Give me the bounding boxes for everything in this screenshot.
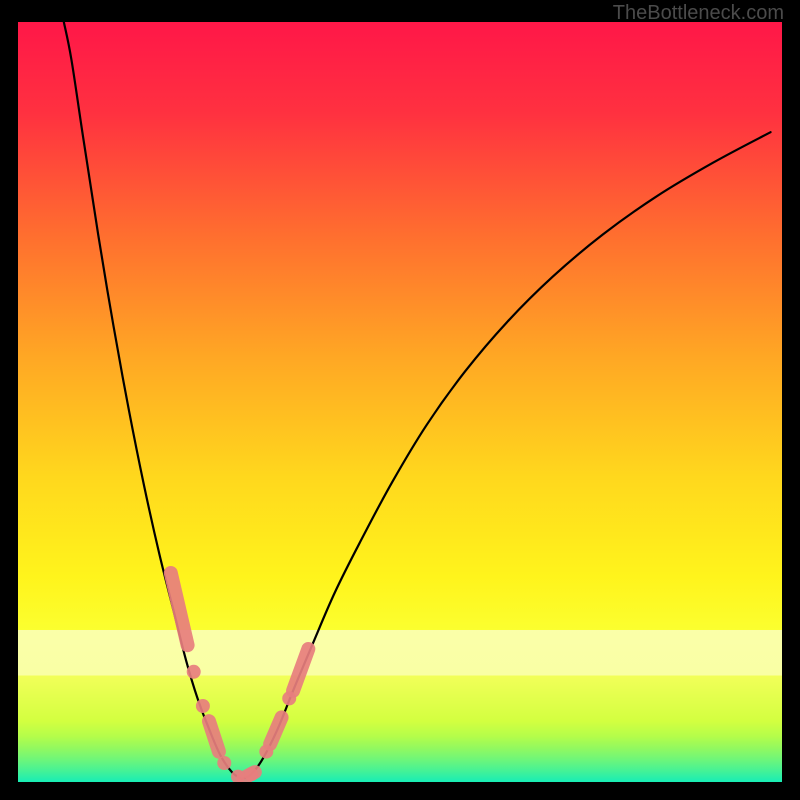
marker-dot (217, 756, 231, 770)
chart-svg (18, 22, 782, 782)
marker-dot (196, 699, 210, 713)
plot-area (18, 22, 782, 782)
gradient-background (18, 22, 782, 782)
marker-dot (244, 767, 258, 781)
marker-dot (187, 665, 201, 679)
marker-capsule (209, 721, 219, 751)
marker-dot (259, 745, 273, 759)
marker-dot (282, 691, 296, 705)
chart-frame: TheBottleneck.com (0, 0, 800, 800)
